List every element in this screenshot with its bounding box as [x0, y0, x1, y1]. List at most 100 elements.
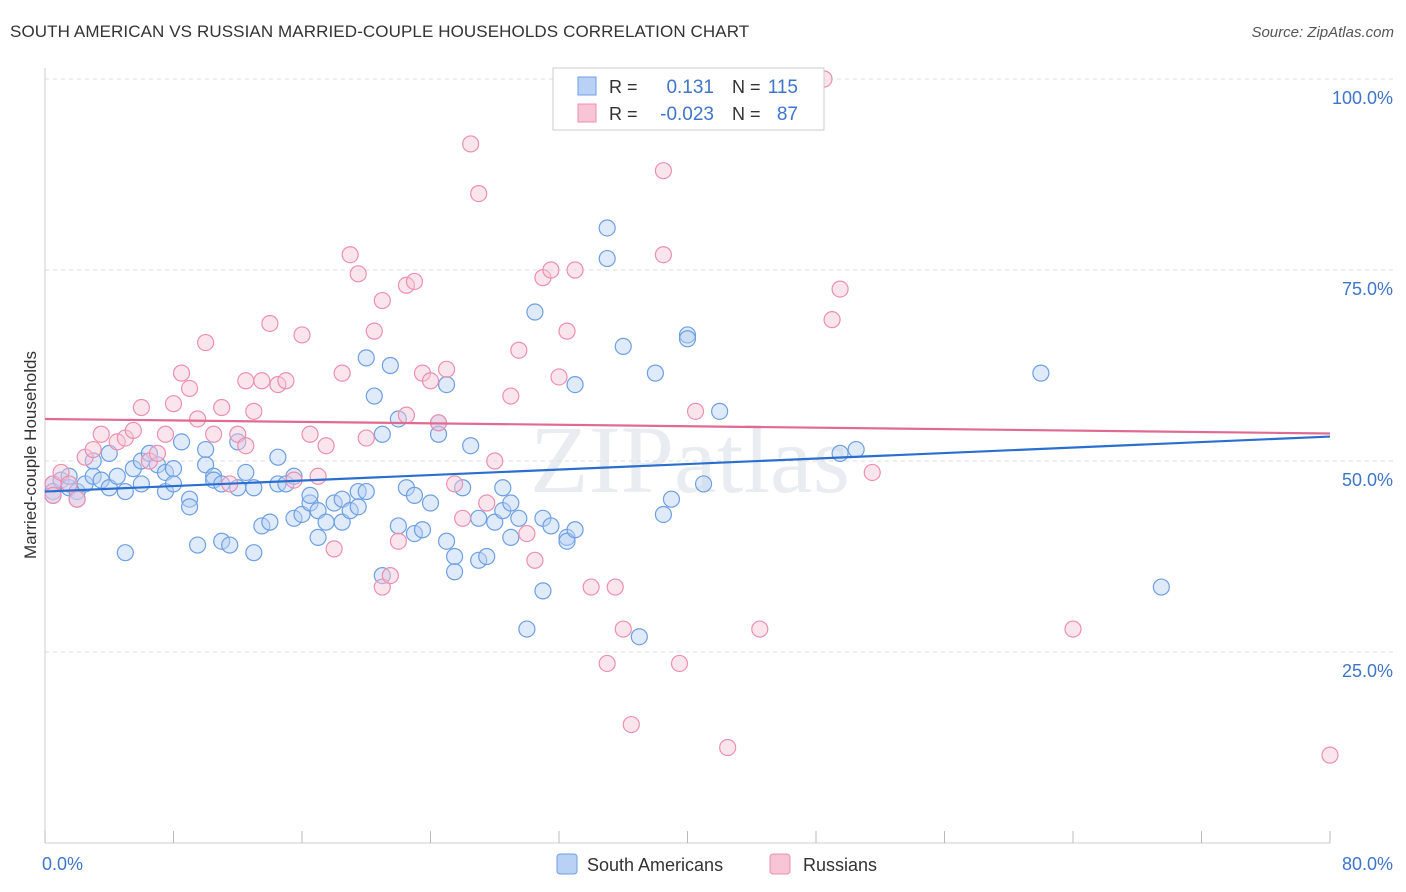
south-americans-point-78 — [445, 563, 464, 581]
russians-point-35 — [317, 437, 335, 455]
y-tick-label-50: 50.0% — [1342, 470, 1393, 490]
x-tick-label-max: 80.0% — [1342, 854, 1393, 874]
south-americans-point-27 — [180, 498, 199, 516]
russians-point-7 — [92, 425, 110, 443]
south-americans-point-112 — [1032, 364, 1050, 382]
sa-n-value: 115 — [768, 77, 798, 98]
south-americans-point-47 — [285, 509, 303, 527]
south-americans-point-88 — [502, 528, 520, 547]
south-americans-point-100 — [598, 249, 616, 268]
russians-point-53 — [445, 475, 464, 493]
russians-point-41 — [365, 322, 383, 340]
russians-point-19 — [197, 333, 215, 352]
south-americans-point-50 — [301, 486, 319, 504]
south-americans-point-79 — [454, 479, 472, 497]
ru-n-value: 87 — [777, 104, 798, 125]
south-americans-point-8 — [84, 467, 102, 485]
russians-point-45 — [389, 532, 407, 550]
russians-point-24 — [237, 372, 255, 390]
ru-r-value: -0.023 — [660, 104, 714, 125]
y-tick-label-25: 25.0% — [1342, 661, 1393, 681]
trend-lines — [44, 417, 1331, 493]
russians-point-46 — [397, 406, 416, 424]
x-tick-label-min: 0.0% — [42, 854, 83, 874]
russians-point-26 — [245, 402, 263, 420]
south-americans-point-24 — [164, 475, 183, 493]
south-americans-point-72 — [421, 494, 440, 512]
chart-source: Source: ZipAtlas.com — [1251, 24, 1394, 41]
russians-point-52 — [437, 360, 456, 378]
russians-point-15 — [164, 395, 183, 413]
south-americans-point-97 — [566, 521, 584, 539]
south-americans-point-111 — [847, 440, 865, 459]
series-legend: South Americans Russians — [556, 853, 877, 875]
stats-legend: R = 0.131 N = 115 R = -0.023 N = 87 — [552, 67, 825, 131]
russians-point-14 — [156, 425, 175, 443]
south-americans-point-70 — [405, 524, 424, 543]
russians-point-78 — [719, 738, 737, 757]
russians-point-56 — [470, 185, 488, 203]
russians-point-86 — [1321, 746, 1339, 764]
south-americans-point-29 — [197, 440, 215, 459]
south-americans-point-101 — [614, 337, 632, 355]
russians-point-54 — [454, 509, 472, 527]
south-americans-point-59 — [349, 498, 367, 516]
russians-point-50 — [421, 372, 440, 390]
south-americans-swatch — [577, 76, 597, 96]
russians-point-76 — [670, 654, 689, 673]
south-americans-point-94 — [542, 517, 560, 535]
south-americans-point-23 — [164, 460, 183, 478]
russians-point-16 — [172, 364, 191, 382]
russians-point-59 — [502, 387, 520, 405]
russians-swatch — [577, 103, 597, 123]
y-tick-label-75: 75.0% — [1342, 279, 1393, 299]
russians-point-34 — [309, 467, 327, 485]
russians-point-10 — [124, 421, 142, 440]
south-americans-point-93 — [534, 582, 552, 600]
south-americans-point-17 — [132, 475, 150, 493]
russians-point-25 — [237, 437, 255, 455]
russians-point-77 — [686, 402, 705, 420]
axis-ticks — [44, 831, 1331, 843]
south-americans-point-44 — [269, 448, 287, 466]
russians-point-69 — [598, 654, 616, 673]
russians-point-33 — [301, 425, 319, 443]
russians-point-28 — [261, 314, 279, 333]
russians-point-1 — [44, 486, 62, 504]
legend-russians-label: Russians — [803, 855, 877, 875]
south-americans-point-76 — [437, 376, 456, 394]
russians-point-83 — [831, 280, 849, 298]
russians-point-71 — [614, 620, 632, 638]
south-americans-point-25 — [172, 433, 191, 451]
russians-point-74 — [654, 162, 673, 180]
russians-point-36 — [325, 540, 343, 558]
south-americans-trend-line — [44, 435, 1331, 493]
south-americans-point-63 — [373, 425, 391, 443]
russians-point-55 — [462, 135, 480, 153]
south-americans-point-75 — [437, 532, 456, 550]
russians-point-37 — [333, 364, 351, 382]
russians-point-30 — [277, 372, 295, 390]
south-americans-point-108 — [694, 475, 713, 493]
south-americans-point-107 — [678, 330, 697, 348]
russians-point-64 — [542, 261, 560, 279]
south-americans-point-98 — [566, 376, 584, 394]
russians-point-44 — [381, 566, 399, 585]
legend-south-americans-label: South Americans — [587, 855, 723, 875]
russians-point-60 — [510, 341, 528, 359]
russians-trend-line — [44, 417, 1331, 435]
south-americans-point-102 — [630, 628, 648, 646]
south-americans-point-81 — [470, 509, 488, 527]
south-americans-point-110 — [831, 444, 849, 462]
south-americans-point-90 — [518, 620, 536, 638]
south-americans-point-66 — [389, 517, 407, 535]
y-axis-title: Married-couple Households — [21, 351, 40, 559]
south-americans-point-105 — [662, 490, 681, 508]
south-americans-point-69 — [405, 486, 424, 504]
stats-legend-box — [552, 67, 825, 131]
legend-south-americans-swatch — [556, 853, 578, 875]
ru-r-label: R = — [609, 104, 638, 124]
south-americans-point-104 — [654, 505, 673, 524]
south-americans-point-57 — [341, 502, 359, 520]
